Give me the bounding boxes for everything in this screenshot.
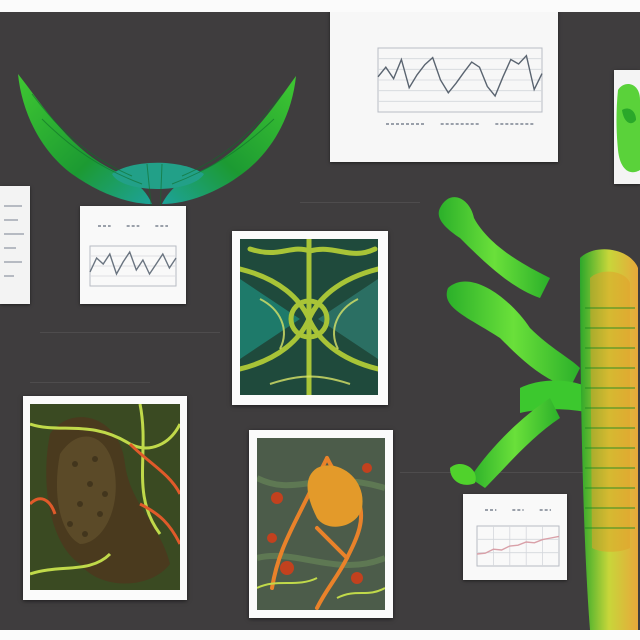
orange-network-photo <box>249 430 393 618</box>
green-wing-sculpture <box>18 74 296 214</box>
green-corner-sculpture <box>616 84 640 173</box>
corner-image-card <box>614 70 640 184</box>
green-branching-sculpture <box>438 197 638 630</box>
series-line <box>89 250 177 276</box>
series-line <box>476 535 560 555</box>
left-text-strip <box>0 186 30 304</box>
poster-board <box>0 12 640 630</box>
main-chart-card <box>330 12 558 162</box>
main-line-chart <box>377 47 543 125</box>
pink-chart-card <box>463 494 567 580</box>
small-chart-card <box>80 206 186 304</box>
small-line-chart <box>89 225 177 287</box>
series-line <box>377 54 543 98</box>
pink-line-chart <box>476 509 560 567</box>
plot-frame <box>476 525 560 567</box>
bark-and-vines-photo <box>23 396 187 600</box>
green-lattice-photo <box>232 231 388 405</box>
